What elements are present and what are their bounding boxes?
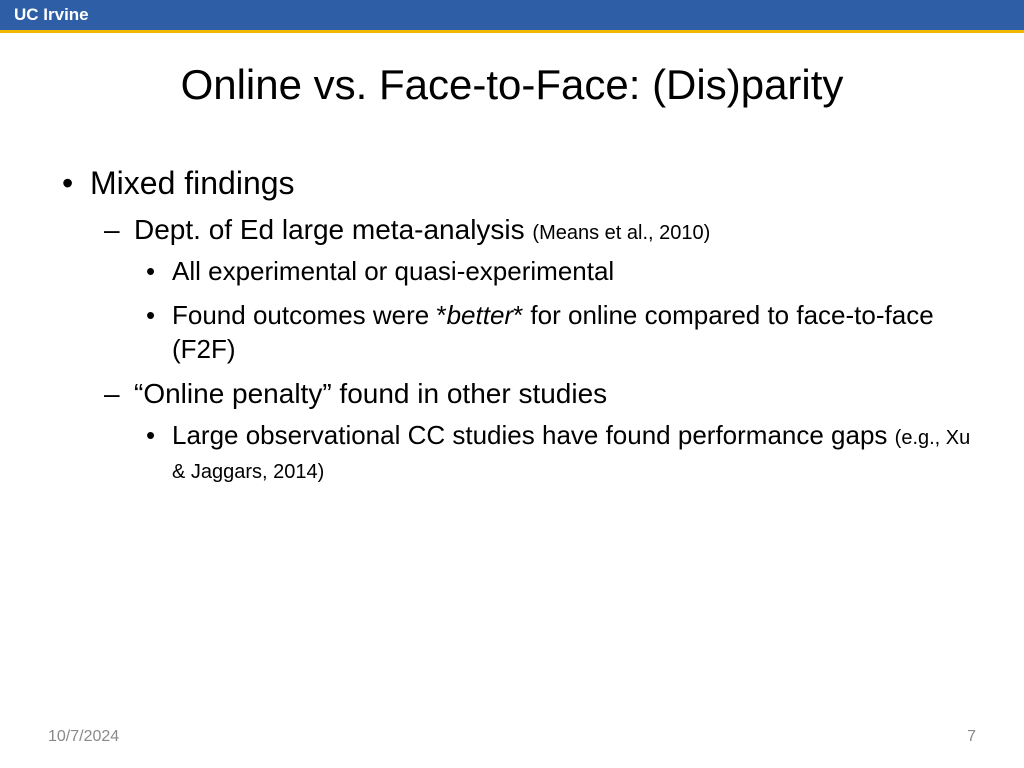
footer-date: 10/7/2024 (48, 728, 119, 746)
footer-page: 7 (967, 728, 976, 746)
bullet-lvl2: Dept. of Ed large meta-analysis (Means e… (134, 212, 976, 366)
bullet-lvl3: All experimental or quasi-experimental (172, 255, 976, 289)
citation: (Means et al., 2010) (532, 222, 710, 244)
bullet-text: Dept. of Ed large meta-analysis (134, 214, 532, 245)
bullet-lvl3: Found outcomes were *better* for online … (172, 299, 976, 367)
bullet-text: “Online penalty” found in other studies (134, 378, 607, 409)
bullet-text: Mixed findings (90, 165, 295, 201)
bullet-list: Mixed findings Dept. of Ed large meta-an… (48, 165, 976, 487)
slide-content: Online vs. Face-to-Face: (Dis)parity Mix… (0, 33, 1024, 487)
bullet-lvl3: Large observational CC studies have foun… (172, 419, 976, 487)
emphasis: better (447, 300, 514, 330)
header-bar: UC Irvine (0, 0, 1024, 30)
org-name: UC Irvine (14, 5, 89, 25)
bullet-lvl1: Mixed findings Dept. of Ed large meta-an… (90, 165, 976, 487)
bullet-text: Found outcomes were * (172, 300, 447, 330)
bullet-text: All experimental or quasi-experimental (172, 256, 614, 286)
bullet-text: Large observational CC studies have foun… (172, 420, 895, 450)
footer: 10/7/2024 7 (0, 728, 1024, 746)
slide-title: Online vs. Face-to-Face: (Dis)parity (48, 61, 976, 109)
bullet-lvl2: “Online penalty” found in other studies … (134, 376, 976, 487)
